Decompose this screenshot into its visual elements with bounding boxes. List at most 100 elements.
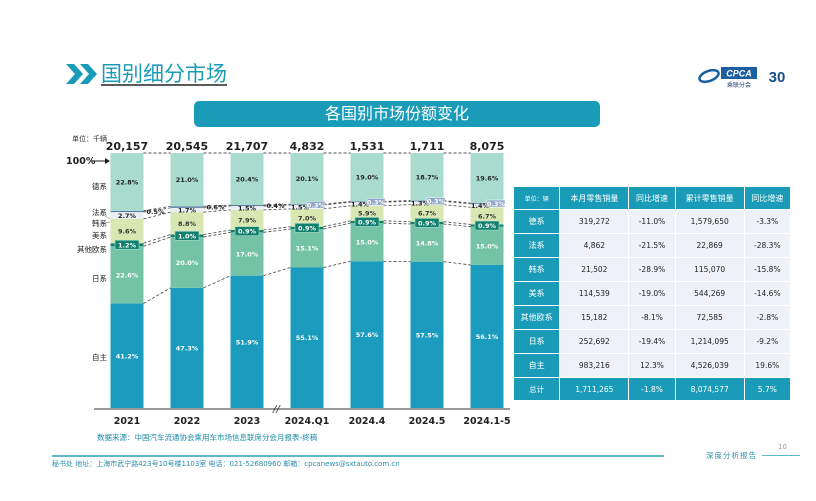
page-number: 10 <box>778 443 787 451</box>
footer-report-label: 深度分析报告 <box>706 451 757 460</box>
segment-label: 19.0% <box>356 174 379 182</box>
x-tick-label: 2023 <box>234 416 260 427</box>
connector-line <box>203 204 231 207</box>
bar-segment-美系 <box>350 205 384 221</box>
connector-line <box>263 208 291 211</box>
segment-label: 7.0% <box>298 214 317 222</box>
table-cell-ytd-yoy: 19.6% <box>744 354 790 377</box>
table-row: 法系 4,862 -21.5% 22,869 -28.3% <box>514 234 790 257</box>
segment-label: 19.6% <box>476 174 499 182</box>
total-label: 21,707 <box>226 140 268 153</box>
connector-line <box>143 236 171 247</box>
segment-label: 57.6% <box>356 331 379 339</box>
segment-label: 0.5% <box>146 208 165 216</box>
table-cell-row-head: 自主 <box>514 354 560 377</box>
bar-segment-德系 <box>290 153 324 205</box>
connector-line <box>443 223 471 228</box>
segment-label: 22.8% <box>116 178 139 186</box>
table-cell-ytd-yoy: -15.8% <box>744 258 790 281</box>
data-source: 数据来源：中国汽车流通协会乘用车市场信息联席分会月报表-终稿 <box>97 433 318 442</box>
connector-line <box>323 260 351 268</box>
connector-line <box>443 204 471 208</box>
series-label-韩系: 韩系 <box>92 218 107 228</box>
segment-label: 0.3% <box>427 198 446 206</box>
table-row: 德系 319,272 -11.0% 1,579,650 -3.3% <box>514 210 790 233</box>
connector-line <box>263 228 291 233</box>
connector-line <box>323 205 351 210</box>
top-marker-label: 100% <box>66 156 96 167</box>
chart-banner: 各国别市场份额变化 <box>194 101 600 127</box>
segment-label: 1.5% <box>238 204 257 212</box>
bar-segment-法系 <box>230 205 264 207</box>
bar-segment-日系 <box>350 223 384 262</box>
table-cell-ytd-yoy: -2.8% <box>744 306 790 329</box>
segment-label: 5.9% <box>358 210 377 218</box>
segment-label: 41.2% <box>116 352 139 360</box>
chevrons-icon <box>66 64 97 84</box>
x-tick-labels: 2021 2022 2023 2024.Q1 2024.4 2024.5 2024.1-5 <box>114 416 511 427</box>
segment-label: 56.1% <box>476 333 499 341</box>
label-box <box>114 239 140 250</box>
table-row: 韩系 21,502 -28.9% 115,070 -15.8% <box>514 258 790 281</box>
table-cell-ytd-sales: 544,269 <box>675 282 744 305</box>
sales-table: 单位：辆 本月零售销量 同比增速 累计零售销量 同比增速 德系 319,272 -1… <box>513 186 791 401</box>
connector-line <box>383 204 411 207</box>
bar-segment-美系 <box>170 212 204 235</box>
table-cell-row-head: 其他欧系 <box>514 306 560 329</box>
segment-label: 1.4% <box>471 202 490 210</box>
connector-line <box>443 221 471 225</box>
segment-label: 0.3% <box>307 201 326 209</box>
segment-label: 21.0% <box>176 176 199 184</box>
label-box <box>474 220 500 231</box>
logo-text: CPCA <box>726 69 752 79</box>
table-cell-ytd-yoy: -3.3% <box>744 210 790 233</box>
leader-line <box>99 212 111 220</box>
segment-label: 0.3% <box>487 200 506 208</box>
segment-label: 22.6% <box>116 271 139 279</box>
table-cell-month-yoy: -19.0% <box>629 282 675 305</box>
total-label: 20,545 <box>166 140 208 153</box>
table-row: 日系 252,692 -19.4% 1,214,095 -9.2% <box>514 330 790 353</box>
segment-label: 6.7% <box>478 212 497 220</box>
arrow-icon <box>105 158 110 164</box>
bar-segment-美系 <box>230 209 264 231</box>
total-label: 1,531 <box>350 140 385 153</box>
x-tick-label: 2022 <box>174 416 200 427</box>
segment-label: 1.7% <box>178 207 197 215</box>
table-cell-month-yoy: -28.9% <box>629 258 675 281</box>
x-tick-label: 2024.1-5 <box>463 416 510 427</box>
series-label-自主: 自主 <box>92 352 107 362</box>
bar-segment-美系 <box>110 218 144 244</box>
segment-label: 9.6% <box>118 228 137 236</box>
segment-label: 0.9% <box>418 219 437 227</box>
segment-label: 1.3% <box>411 200 430 208</box>
table-header-month-yoy: 同比增速 <box>629 187 675 209</box>
table-header-ytd-yoy: 同比增速 <box>744 187 790 209</box>
bar-segment-德系 <box>410 153 444 201</box>
table-cell-ytd-sales: 1,214,095 <box>675 330 744 353</box>
total-label: 8,075 <box>470 140 505 153</box>
leader-line <box>99 221 111 225</box>
table-total-month-yoy: -1.8% <box>629 378 675 400</box>
table-cell-month-sales: 252,692 <box>560 330 629 353</box>
table-cell-month-sales: 983,216 <box>560 354 629 377</box>
segment-label: 51.9% <box>236 338 259 346</box>
connector-line <box>203 209 231 213</box>
segment-label: 15.1% <box>296 245 319 253</box>
label-box <box>354 217 380 227</box>
bar-segment-自主 <box>410 261 444 408</box>
x-tick-label: 2021 <box>114 416 140 427</box>
segment-label: 8.8% <box>178 220 197 228</box>
bar-segment-法系 <box>110 210 144 213</box>
connector-line <box>323 201 351 205</box>
table-header-ytd-sales: 累计零售销量 <box>675 187 744 209</box>
segment-label: 0.6% <box>206 203 225 211</box>
bar-segment-自主 <box>350 261 384 408</box>
segment-label: 47.3% <box>176 344 199 352</box>
table-cell-row-head: 韩系 <box>514 258 560 281</box>
segment-label: 7.9% <box>238 216 257 224</box>
connector-line <box>203 205 231 209</box>
series-label-法系: 法系 <box>92 207 107 217</box>
